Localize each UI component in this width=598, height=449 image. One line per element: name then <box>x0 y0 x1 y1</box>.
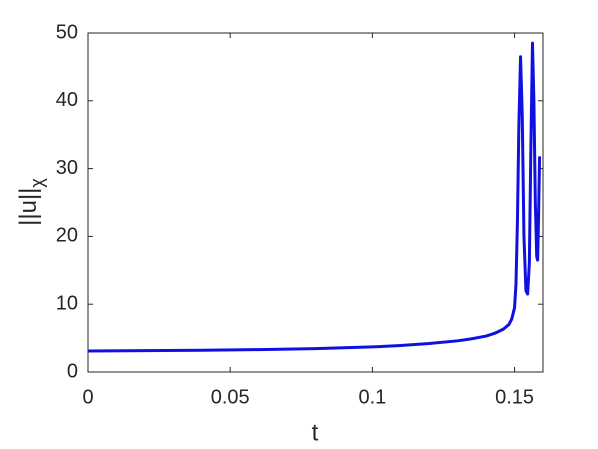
y-tick-label: 10 <box>56 292 78 314</box>
x-tick-label: 0.15 <box>495 386 534 408</box>
x-tick-label: 0 <box>82 386 93 408</box>
y-tick-label: 50 <box>56 21 78 43</box>
x-axis-label: t <box>312 419 319 446</box>
y-tick-label: 0 <box>67 360 78 382</box>
data-line <box>87 41 542 353</box>
y-tick-label: 40 <box>56 89 78 111</box>
axes-frame <box>87 32 544 373</box>
x-tick-label: 0.05 <box>211 386 250 408</box>
y-axis-label: ||u||χ <box>15 178 46 226</box>
y-axis-label-subscript: χ <box>27 178 47 188</box>
y-axis-label-main: ||u|| <box>15 188 42 226</box>
y-tick-label: 20 <box>56 225 78 247</box>
y-tick-label: 30 <box>56 157 78 179</box>
x-tick-label: 0.1 <box>358 386 386 408</box>
